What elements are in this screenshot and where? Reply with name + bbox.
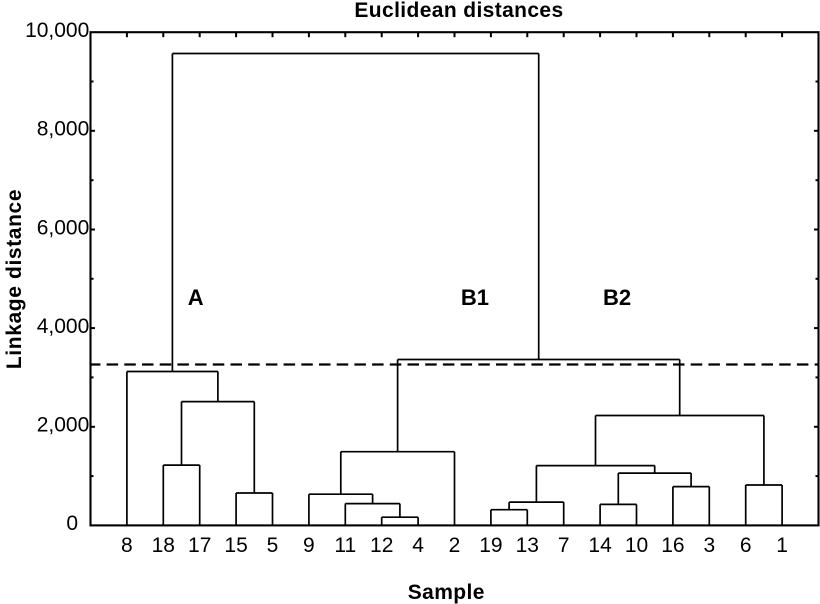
svg-text:4: 4 [412,534,424,557]
svg-text:19: 19 [479,534,502,557]
svg-text:18: 18 [152,534,175,557]
svg-text:6: 6 [740,534,752,557]
svg-text:Euclidean distances: Euclidean distances [354,0,563,22]
svg-text:2: 2 [449,534,461,557]
svg-text:A: A [188,285,204,310]
svg-text:15: 15 [224,534,247,557]
svg-text:Linkage distance: Linkage distance [3,189,26,369]
svg-text:Sample: Sample [408,581,485,604]
svg-text:14: 14 [588,534,612,557]
svg-text:4,000: 4,000 [37,315,90,338]
svg-text:11: 11 [334,534,356,557]
svg-text:3: 3 [703,534,715,557]
svg-text:B1: B1 [461,285,489,310]
svg-text:2,000: 2,000 [37,414,90,437]
svg-text:13: 13 [516,534,539,557]
svg-text:6,000: 6,000 [37,216,90,239]
svg-text:16: 16 [661,534,684,557]
svg-text:B2: B2 [603,285,631,310]
svg-text:1: 1 [776,534,788,557]
svg-text:12: 12 [370,534,393,557]
svg-text:7: 7 [558,534,570,557]
svg-text:9: 9 [303,534,315,557]
svg-text:10: 10 [625,534,648,557]
svg-text:17: 17 [188,534,211,557]
svg-text:5: 5 [267,534,279,557]
svg-text:8,000: 8,000 [37,118,90,141]
svg-text:0: 0 [66,512,78,535]
svg-text:10,000: 10,000 [25,19,89,42]
svg-text:8: 8 [121,534,133,557]
